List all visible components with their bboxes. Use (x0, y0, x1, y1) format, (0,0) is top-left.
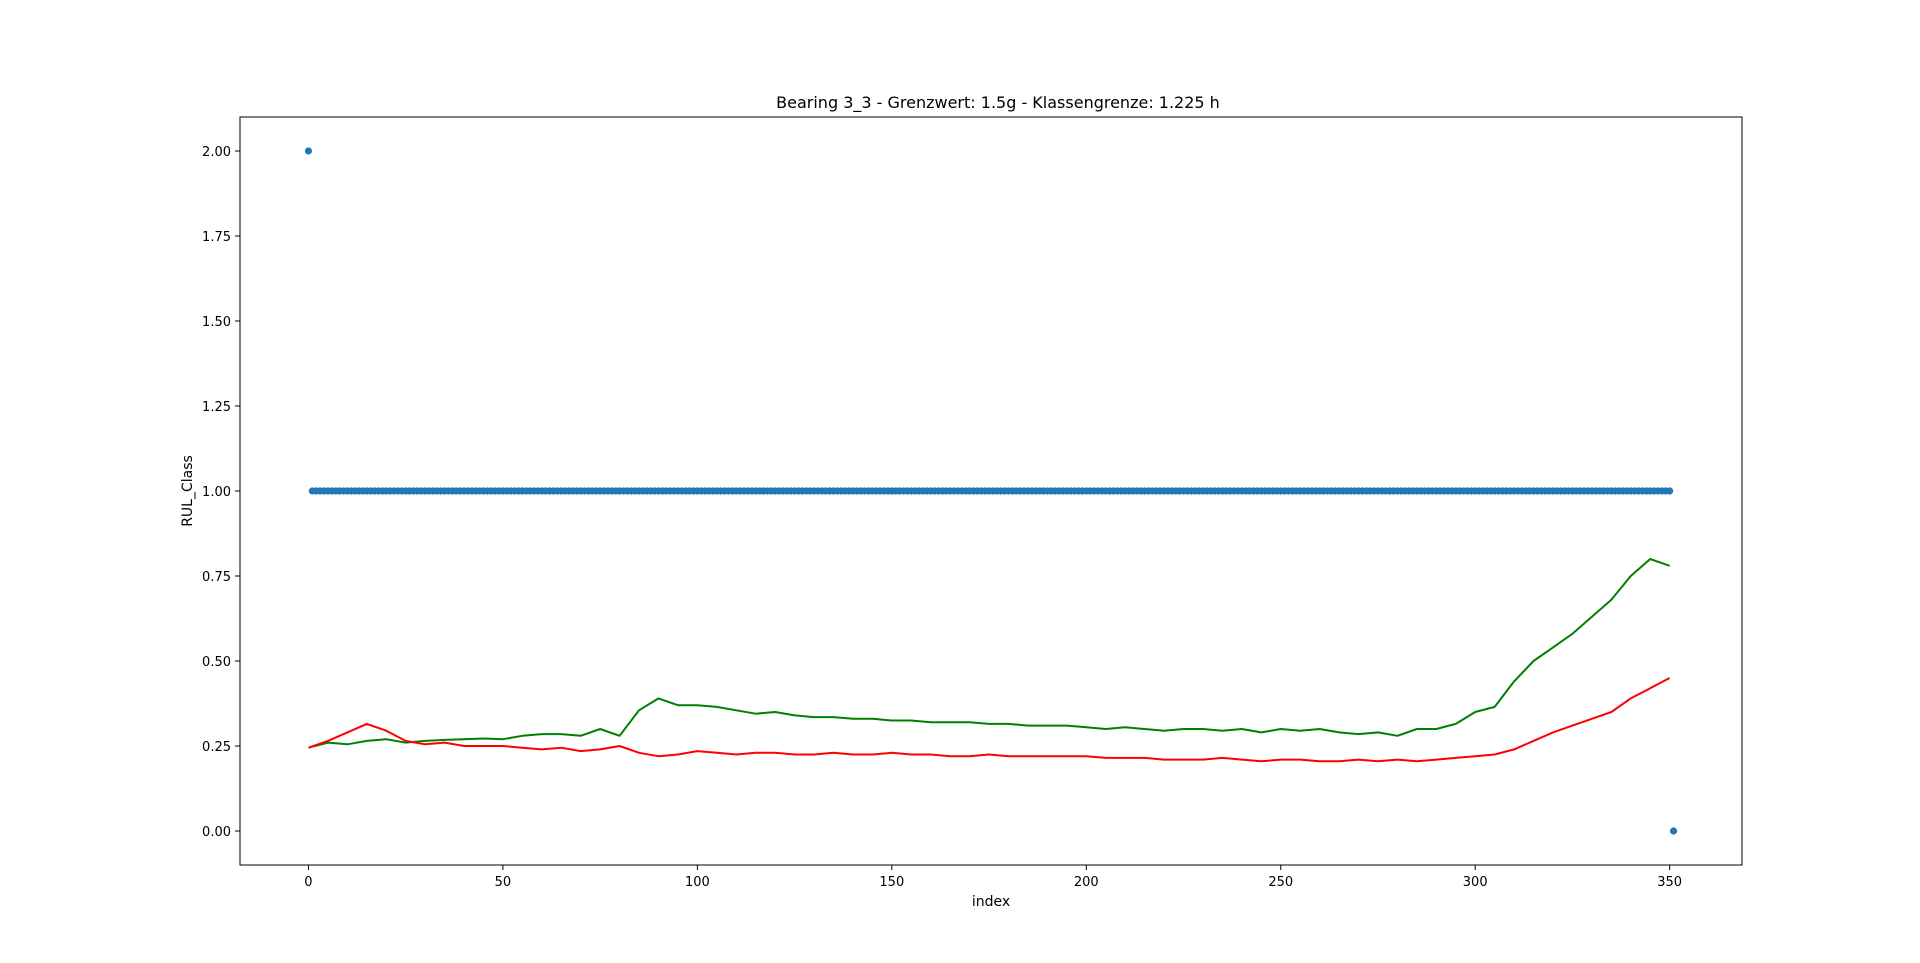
x-tick-label: 0 (304, 875, 312, 890)
y-tick-label: 0.75 (202, 570, 231, 585)
x-axis: 0 50 100 150 200 250 300 350 (304, 865, 1682, 890)
scatter-point (1669, 827, 1678, 835)
scatter-point (304, 147, 313, 155)
x-tick-label: 100 (685, 875, 710, 890)
x-tick-label: 150 (879, 875, 904, 890)
x-tick-label: 50 (495, 875, 512, 890)
x-tick-label: 350 (1657, 875, 1682, 890)
y-tick-label: 0.50 (202, 655, 231, 670)
y-tick-label: 0.25 (202, 740, 231, 755)
y-tick-label: 0.00 (202, 825, 231, 840)
y-axis: 0.00 0.25 0.50 0.75 1.00 1.25 1.50 1.75 2.00 (202, 145, 240, 840)
x-tick-label: 200 (1074, 875, 1099, 890)
y-tick-label: 1.25 (202, 400, 231, 415)
line-series-2 (308, 677, 1671, 763)
y-tick-label: 1.00 (202, 485, 231, 500)
plot-area (239, 116, 1743, 866)
x-axis-label: index (972, 894, 1010, 910)
x-tick-label: 300 (1463, 875, 1488, 890)
series-layer (304, 147, 1678, 835)
y-tick-label: 2.00 (202, 145, 231, 160)
line-series-1 (308, 558, 1670, 749)
y-axis-label: RUL_Class (180, 455, 196, 527)
y-tick-label: 1.50 (202, 315, 231, 330)
x-tick-label: 250 (1268, 875, 1293, 890)
y-tick-label: 1.75 (202, 230, 231, 245)
scatter-point (1666, 487, 1674, 495)
chart-title: Bearing 3_3 - Grenzwert: 1.5g - Klasseng… (776, 93, 1220, 113)
